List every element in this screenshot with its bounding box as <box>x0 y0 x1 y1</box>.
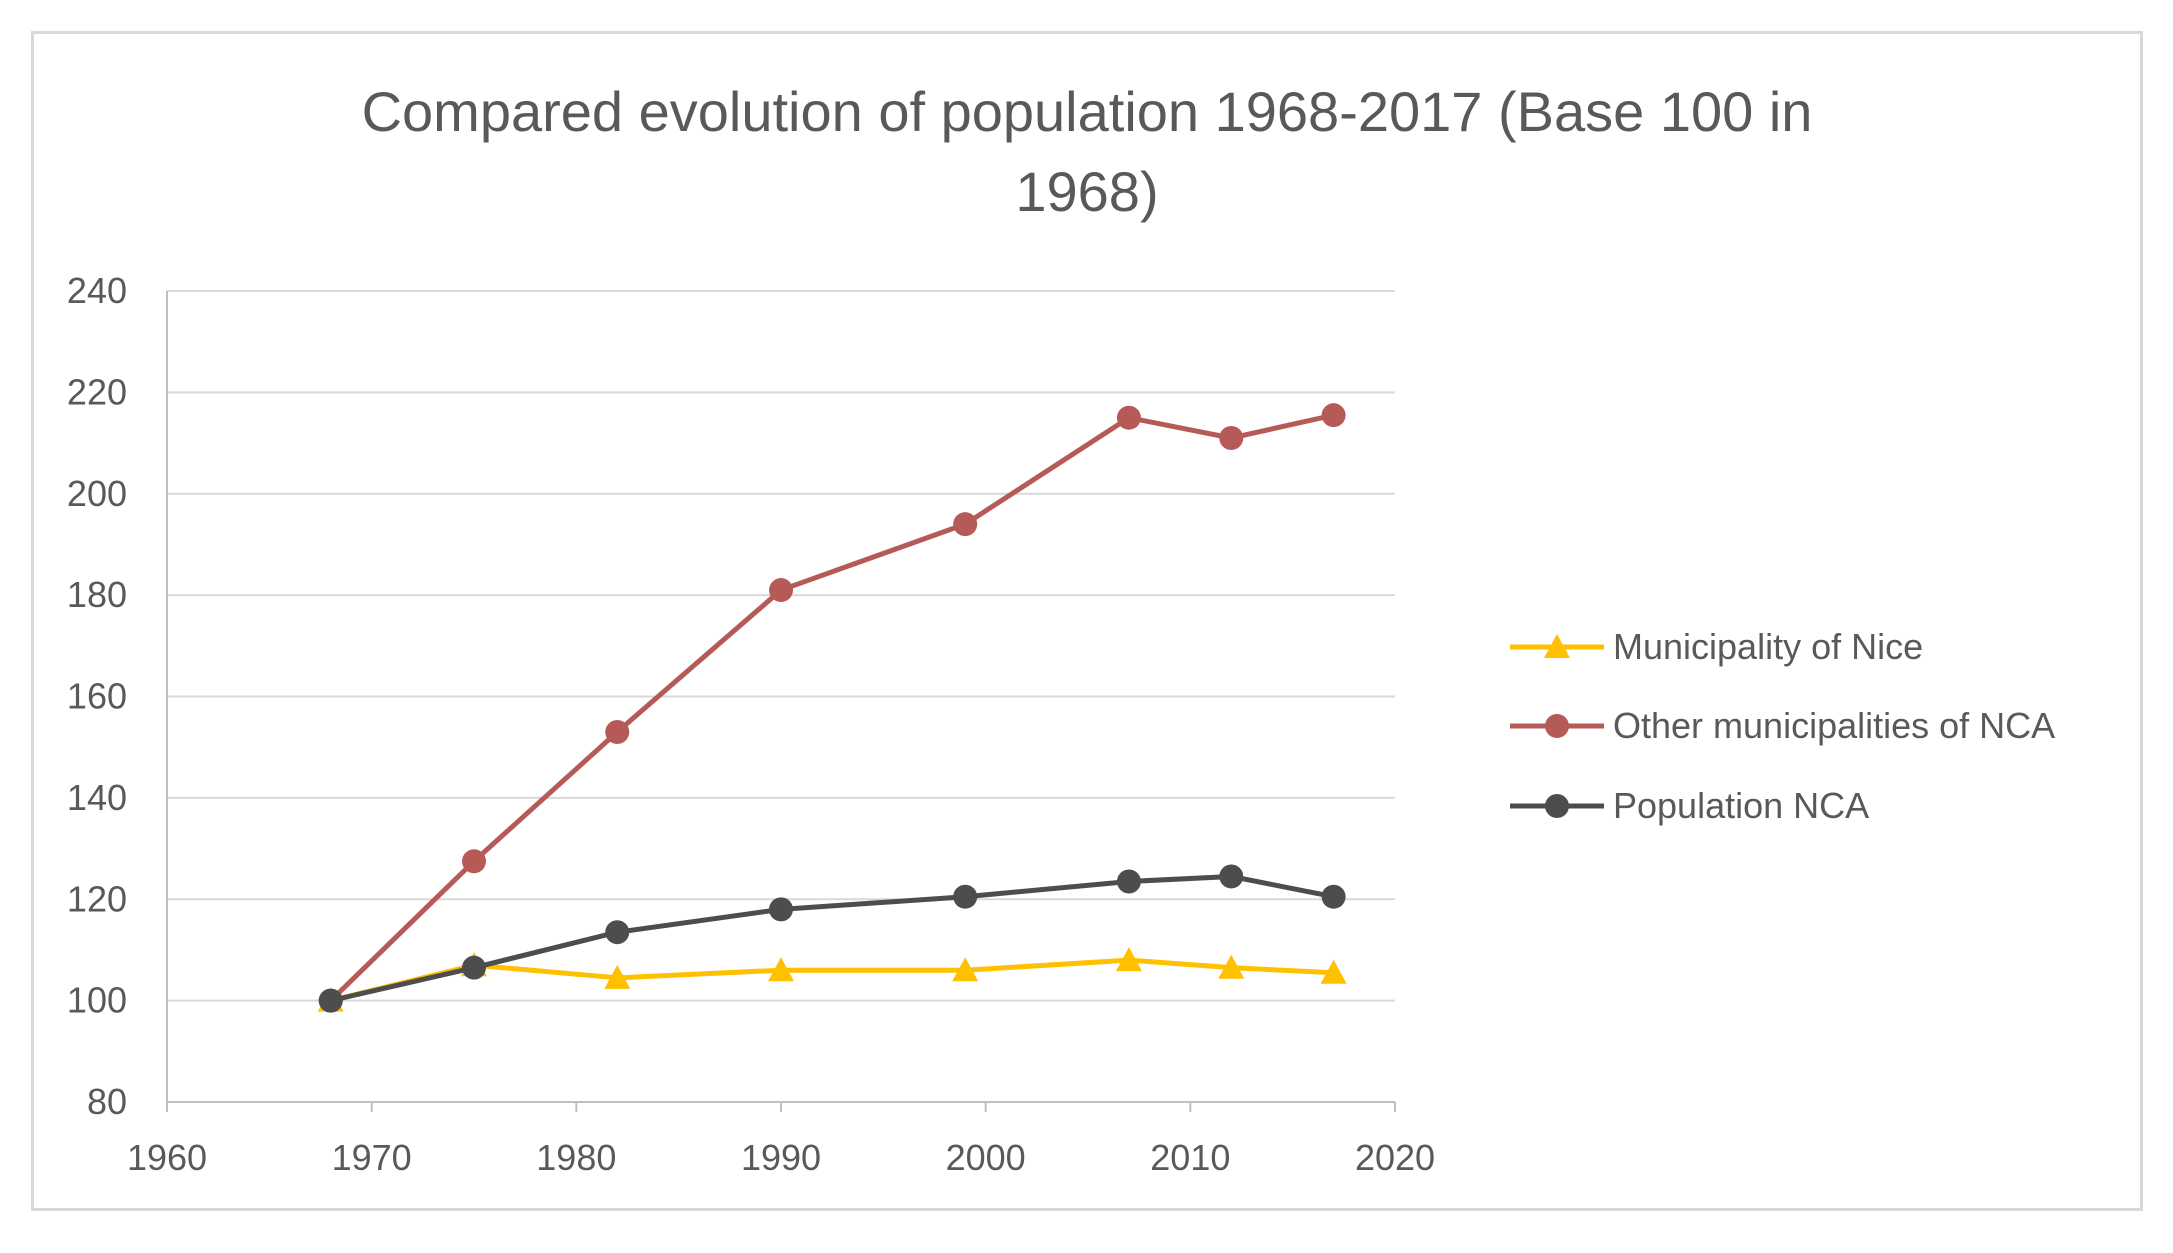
y-tick-label: 240 <box>67 270 127 311</box>
y-tick-label: 180 <box>67 574 127 615</box>
data-point <box>462 849 486 874</box>
data-point <box>1115 947 1142 972</box>
x-tick-label: 2010 <box>1150 1137 1230 1178</box>
chart-title: Compared evolution of population 1968-20… <box>362 80 1813 223</box>
chart-frame <box>31 31 2143 1211</box>
data-point <box>605 920 630 945</box>
y-tick-label: 220 <box>67 371 127 412</box>
data-point <box>318 988 343 1013</box>
data-point <box>604 964 631 989</box>
legend-label: Other municipalities of NCA <box>1613 705 2055 746</box>
data-point <box>769 578 793 603</box>
data-point <box>953 884 978 909</box>
legend-label: Population NCA <box>1613 785 1869 826</box>
y-tick-label: 140 <box>67 777 127 818</box>
data-point <box>1320 959 1347 984</box>
x-tick-label: 2020 <box>1355 1137 1435 1178</box>
legend-marker <box>1544 634 1570 659</box>
x-tick-label: 1980 <box>536 1137 616 1178</box>
data-point <box>462 955 486 980</box>
legend-entry: Population NCA <box>1510 785 1869 826</box>
series-layer <box>317 403 1347 1013</box>
gridlines <box>167 290 1395 1002</box>
x-tick-label: 2000 <box>946 1137 1026 1178</box>
data-point <box>1321 884 1346 909</box>
chart-title-line-1: Compared evolution of population 1968-20… <box>362 80 1813 143</box>
data-point <box>1116 405 1141 430</box>
y-tick-label: 80 <box>87 1081 127 1122</box>
legend-marker <box>1545 714 1569 738</box>
data-point <box>1218 954 1245 979</box>
y-tick-label: 100 <box>67 980 127 1021</box>
y-tick-label: 160 <box>67 676 127 717</box>
legend-entry: Other municipalities of NCA <box>1510 705 2055 746</box>
x-tick-label: 1970 <box>332 1137 412 1178</box>
legend-label: Municipality of Nice <box>1613 626 1923 667</box>
series-line <box>330 957 1334 1004</box>
data-point <box>1321 403 1346 428</box>
series-2 <box>318 403 1346 1013</box>
legend: Municipality of Nice Other municipalities… <box>1510 626 2055 826</box>
data-point <box>952 957 979 982</box>
y-tick-label: 200 <box>67 473 127 514</box>
series-line <box>328 412 1335 1003</box>
data-point <box>1219 864 1244 889</box>
x-tick-label: 1960 <box>127 1137 207 1178</box>
data-point <box>605 719 630 744</box>
series-3 <box>318 864 1346 1013</box>
data-point <box>953 512 978 537</box>
legend-entry: Municipality of Nice <box>1510 626 1923 667</box>
series-line <box>330 873 1335 1004</box>
axes: 80 100 120 140 160 180 200 220 240 1960 1970 1980 19… <box>67 270 1435 1178</box>
data-point <box>1219 425 1244 450</box>
data-point <box>1116 869 1141 894</box>
chart-title-line-2: 1968) <box>1015 160 1158 223</box>
data-point <box>769 897 793 922</box>
x-tick-label: 1990 <box>741 1137 821 1178</box>
data-point <box>768 957 794 982</box>
y-tick-label: 120 <box>67 878 127 919</box>
legend-marker <box>1545 794 1569 818</box>
